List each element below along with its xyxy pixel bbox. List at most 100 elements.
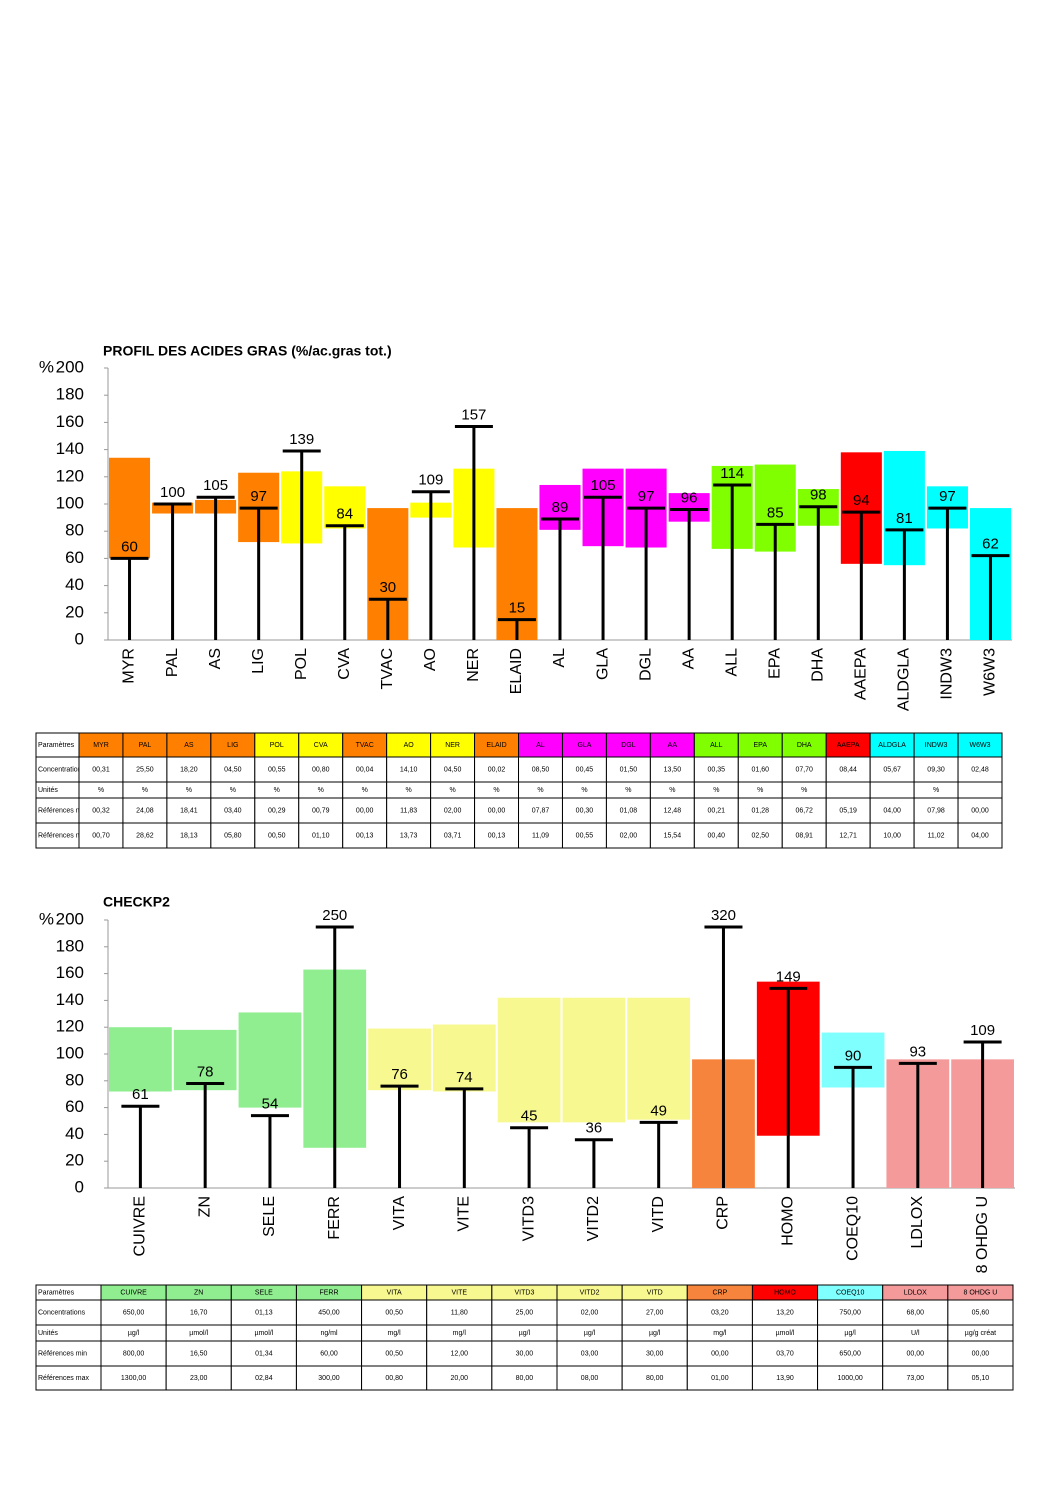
column-header: SELE (255, 1289, 273, 1296)
table-cell (230, 1340, 297, 1367)
table-cell (122, 756, 168, 783)
y-tick-label: 0 (75, 629, 84, 648)
cell-value: 00,00 (356, 807, 374, 814)
table-cell (556, 1340, 623, 1367)
column-header: DHA (797, 742, 812, 749)
value-label: 94 (853, 492, 870, 509)
value-marker (834, 1065, 873, 1188)
value-label: 149 (776, 968, 801, 985)
x-tick-label: AO (422, 648, 439, 671)
reference-range (324, 486, 366, 529)
table-cell (100, 1299, 167, 1326)
table-cell (686, 1299, 753, 1326)
x-tick-label: EPA (766, 648, 783, 679)
column-header: CUIVRE (120, 1289, 147, 1296)
value-label: 74 (456, 1069, 473, 1086)
row-label: Concentrations (38, 1309, 86, 1316)
column-header: ALDGLA (878, 742, 906, 749)
cell-value: 08,44 (839, 766, 857, 773)
value-label: 84 (336, 506, 353, 523)
table-cell (957, 756, 1003, 783)
value-marker (639, 1120, 678, 1188)
table-cell (35, 1340, 102, 1367)
table-cell (605, 822, 651, 849)
reference-range (627, 997, 691, 1120)
table-cell (254, 822, 300, 849)
table-cell (561, 756, 607, 783)
value-marker (282, 449, 321, 640)
table-cell (817, 1299, 884, 1326)
column-header: 8 OHDG U (964, 1289, 998, 1296)
cell-value: 00,79 (312, 807, 330, 814)
x-tick-label: DHA (810, 648, 827, 682)
table-cell (869, 732, 915, 758)
column-header: MYR (93, 742, 109, 749)
row-label: Références max (38, 832, 89, 839)
value-label: 15 (509, 600, 526, 617)
cell-value: 60,00 (320, 1350, 338, 1357)
column-header: AS (184, 742, 194, 749)
cell-value: 08,50 (532, 766, 550, 773)
table-cell (474, 756, 520, 783)
cell-value: 00,50 (385, 1309, 403, 1316)
value-marker (186, 1081, 225, 1188)
cell-value: 11,80 (451, 1309, 468, 1316)
cell-value: 00,00 (971, 807, 989, 814)
x-tick-label: COEQ10 (844, 1196, 861, 1261)
column-header: POL (270, 742, 284, 749)
cell-value: 00,00 (488, 807, 506, 814)
table-cell (737, 822, 783, 849)
value-marker (411, 490, 450, 640)
table-cell (386, 756, 432, 783)
value-label: 78 (197, 1063, 214, 1080)
y-unit: % (39, 357, 54, 376)
cell-value: % (406, 787, 412, 794)
cell-value: 03,20 (711, 1309, 729, 1316)
value-marker (756, 522, 795, 640)
table-cell (78, 822, 124, 849)
table-cell (882, 1299, 949, 1326)
value-label: 62 (982, 536, 999, 553)
reference-range (109, 457, 151, 559)
x-tick-label: LDLOX (909, 1196, 926, 1249)
cell-value: 23,00 (190, 1375, 208, 1382)
cell-value: 80,00 (516, 1375, 534, 1382)
y-tick-label: 60 (65, 548, 84, 567)
cell-value: 03,00 (581, 1350, 599, 1357)
x-tick-label: AAEPA (853, 648, 870, 701)
column-header: FERR (319, 1289, 338, 1296)
table-cell (957, 822, 1003, 849)
value-label: 97 (250, 488, 267, 505)
cell-value: % (669, 787, 675, 794)
table-cell (166, 797, 212, 824)
cell-value: 00,13 (356, 832, 374, 839)
value-label: 81 (896, 510, 913, 527)
y-tick-label: 120 (56, 1017, 84, 1036)
column-header: ZN (194, 1289, 203, 1296)
cell-value: 650,00 (839, 1350, 861, 1357)
column-header: DGL (621, 742, 636, 749)
value-marker (928, 506, 967, 640)
cell-value: 30,00 (646, 1350, 664, 1357)
cell-value: 11,09 (532, 832, 549, 839)
value-marker (153, 502, 192, 640)
value-label: 109 (418, 472, 443, 489)
cell-value: 04,00 (971, 832, 989, 839)
table-cell (426, 1299, 493, 1326)
cell-value: µmol/l (776, 1330, 795, 1337)
cell-value: 00,00 (907, 1350, 925, 1357)
table-cell (165, 1340, 232, 1367)
value-marker (713, 483, 752, 640)
cell-value: 1300,00 (121, 1375, 146, 1382)
y-unit: % (39, 909, 54, 928)
y-tick-label: 180 (56, 385, 84, 404)
table-cell (686, 1365, 753, 1391)
column-header: TVAC (356, 742, 374, 749)
value-marker (380, 1084, 419, 1188)
table-cell (165, 1365, 232, 1391)
cell-value: 08,00 (581, 1375, 599, 1382)
cell-value: 00,31 (92, 766, 110, 773)
cell-value: 24,08 (136, 807, 154, 814)
table-cell (693, 756, 739, 783)
table-cell (817, 1365, 884, 1391)
